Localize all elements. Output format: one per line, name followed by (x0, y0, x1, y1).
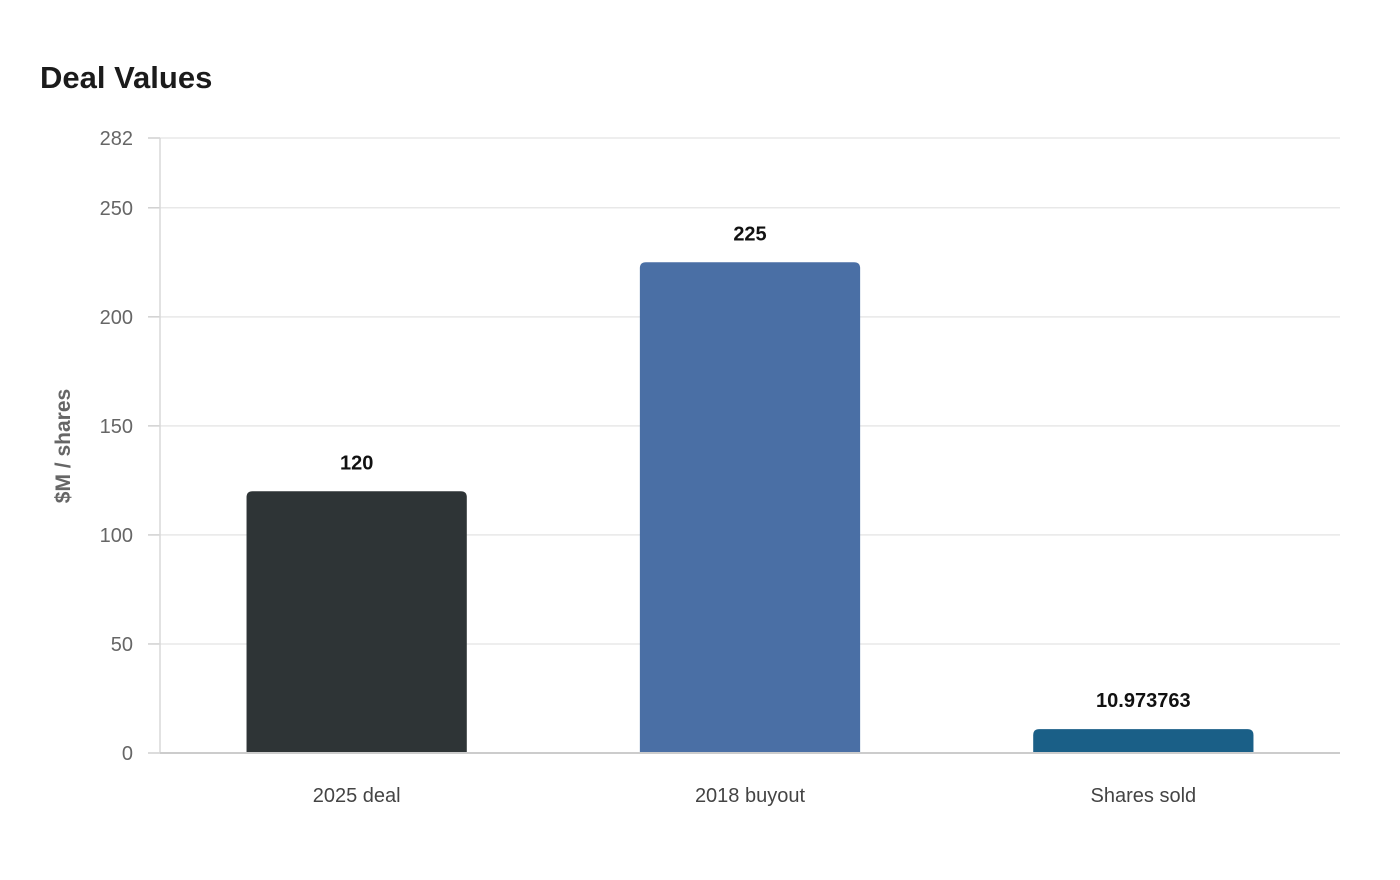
chart-title: Deal Values (40, 60, 213, 95)
x-tick-label: Shares sold (1091, 785, 1197, 807)
bar-value-label: 120 (340, 452, 373, 474)
bars: 120 225 10.973763 (246, 223, 1254, 753)
bar-value-label: 10.973763 (1096, 690, 1191, 712)
y-tick-label: 50 (111, 634, 133, 656)
bar-2018-buyout (639, 262, 861, 753)
x-axis: 2025 deal 2018 buyout Shares sold (160, 752, 1340, 807)
y-tick-label: 0 (122, 743, 133, 765)
bar-value-label: 225 (733, 223, 766, 245)
y-tick-label: 200 (100, 307, 133, 329)
y-tick-label: 150 (100, 416, 133, 438)
x-tick-label: 2025 deal (313, 785, 401, 807)
y-axis: 0 50 100 150 200 250 282 (100, 128, 161, 765)
bar-2025-deal (246, 491, 467, 753)
y-tick-label: 282 (100, 128, 133, 150)
bar-shares-sold (1033, 729, 1254, 753)
y-tick-label: 100 (100, 525, 133, 547)
y-tick-label: 250 (100, 198, 133, 220)
y-axis-title: $M / shares (52, 389, 75, 503)
x-tick-label: 2018 buyout (695, 785, 806, 807)
